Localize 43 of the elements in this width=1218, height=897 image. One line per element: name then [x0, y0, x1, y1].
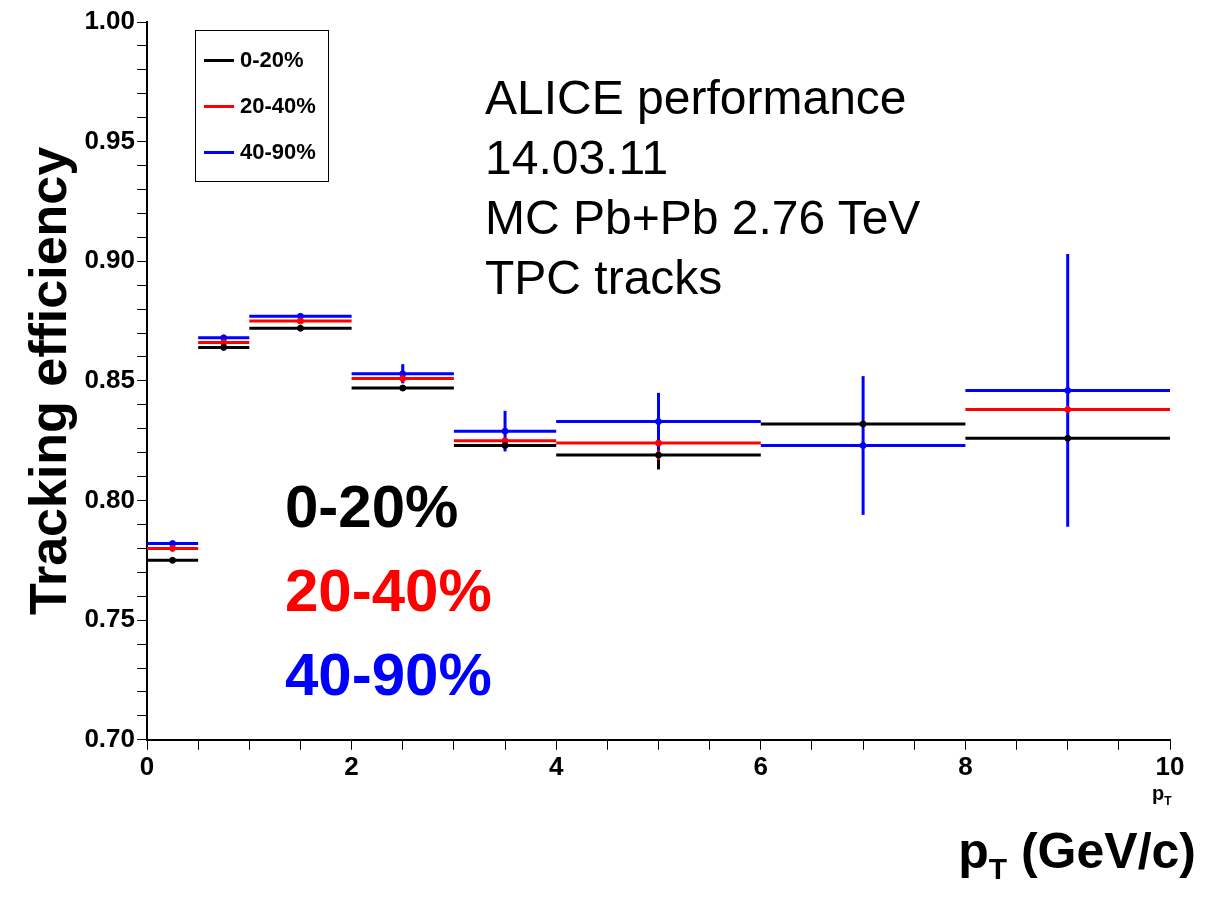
point — [501, 427, 509, 435]
x-tick-label: 0 — [139, 750, 155, 781]
y-tick-label: 0.75 — [84, 603, 135, 634]
x-tick-label: 10 — [1155, 750, 1185, 781]
point — [220, 343, 228, 351]
x-tick-label: 6 — [753, 750, 769, 781]
point — [859, 420, 867, 428]
y-tick-label: 0.70 — [84, 722, 135, 753]
point — [859, 442, 867, 449]
point — [1064, 406, 1072, 414]
point — [399, 384, 407, 392]
point — [655, 451, 662, 459]
text: 0-20% — [285, 473, 459, 540]
point — [1064, 434, 1072, 442]
y-tick-label: 1.00 — [84, 5, 135, 36]
point — [501, 442, 509, 449]
annotation: MC Pb+Pb 2.76 TeV — [485, 190, 921, 246]
point — [296, 324, 304, 332]
point — [169, 544, 177, 552]
point — [296, 317, 304, 325]
annotation: ALICE performance — [485, 70, 908, 126]
y-axis-title: Tracking efficiency — [18, 146, 77, 615]
point — [655, 439, 662, 447]
annotation: 14.03.11 — [485, 130, 670, 186]
text: p$_{T}$ — [1152, 782, 1172, 808]
text: 40-90% — [285, 641, 492, 708]
y-tick-label: 0.95 — [84, 124, 135, 155]
point — [399, 375, 407, 383]
point — [1064, 386, 1072, 394]
y-tick-label: 0.90 — [84, 244, 135, 275]
legend-label: 40-90% — [240, 139, 316, 165]
legend-label: 0-20% — [240, 47, 304, 73]
y-tick-label: 0.85 — [84, 364, 135, 395]
legend-label: 20-40% — [240, 93, 316, 119]
x-tick-label: 2 — [344, 750, 359, 781]
x-axis-title: p$_{T}$ (GeV/c) — [958, 822, 1196, 886]
text: 20-40% — [285, 557, 492, 624]
point — [169, 556, 177, 564]
point — [655, 418, 662, 426]
annotation: TPC tracks — [485, 250, 724, 306]
y-tick-label: 0.80 — [84, 483, 135, 514]
x-tick-label: 8 — [958, 750, 973, 781]
x-tick-label: 4 — [548, 750, 564, 781]
